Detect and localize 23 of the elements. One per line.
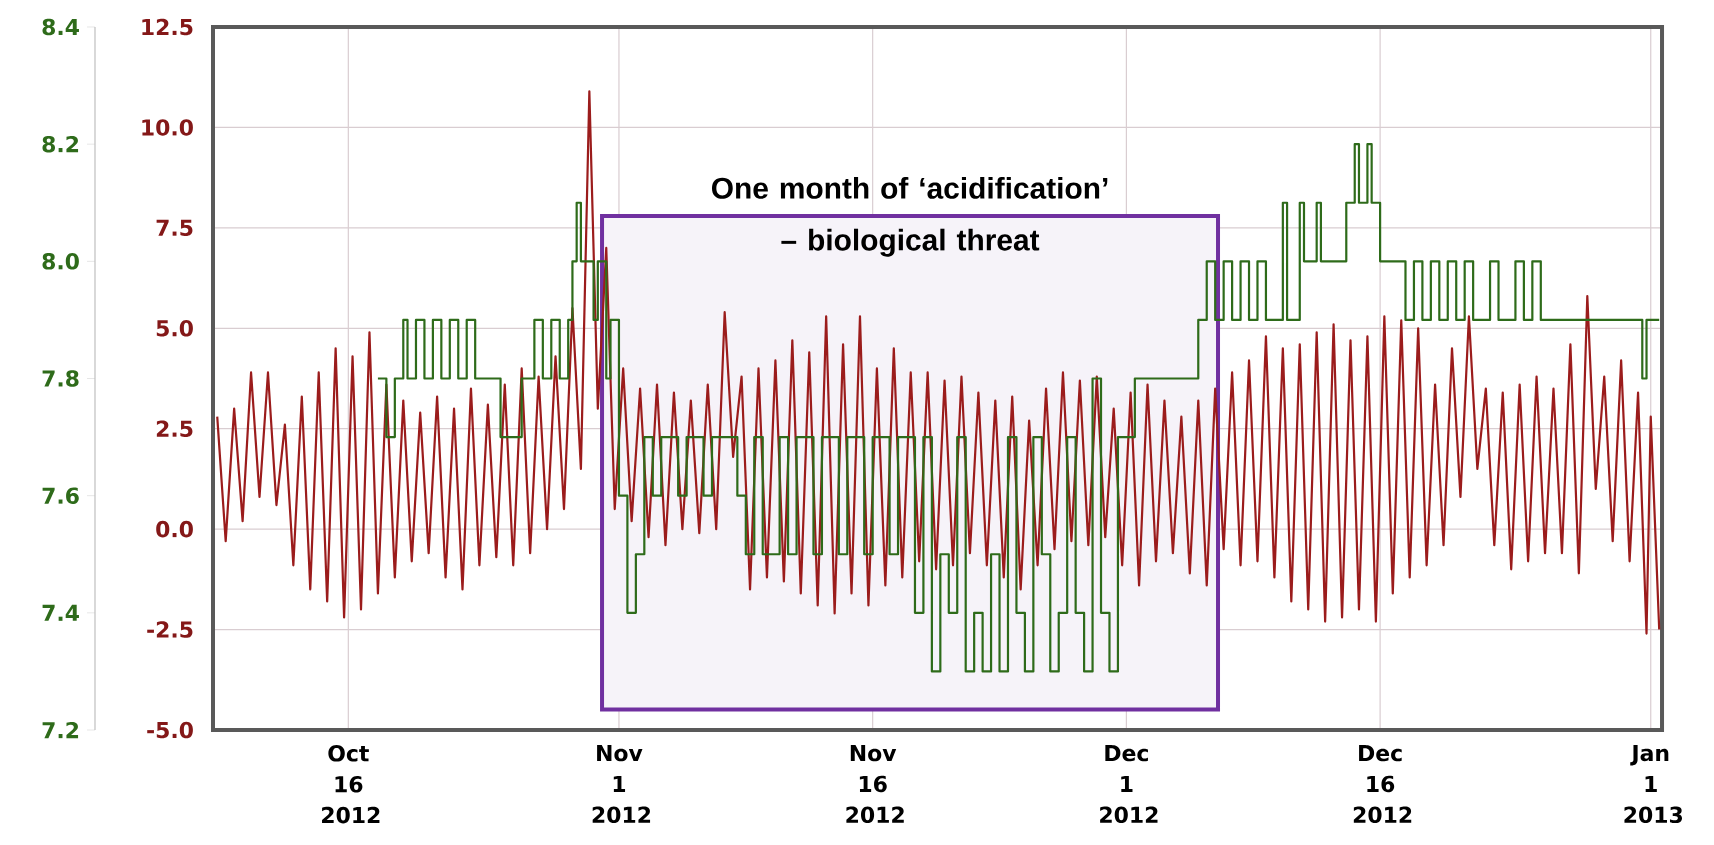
band-label: One month of ‘acidification’ – biological threat xyxy=(711,176,1108,257)
y-tick-label: -2.5 xyxy=(147,621,193,638)
y2-tick-label: 7.8 xyxy=(42,370,79,387)
y2-tick-label: 7.2 xyxy=(42,721,79,739)
y-tick-label: -5.0 xyxy=(147,721,193,739)
line-series xyxy=(216,90,1661,635)
y-tick-label: 2.5 xyxy=(156,420,193,437)
x-tick-label: Oct 16 2012 xyxy=(322,745,380,824)
y2-tick-label: 7.6 xyxy=(42,487,79,504)
x-tick-label: Nov 16 2012 xyxy=(846,745,904,824)
x-tick-label: Jan 1 2013 xyxy=(1624,745,1683,824)
y-tick-label: 5.0 xyxy=(156,320,193,337)
y-tick-label: 0.0 xyxy=(156,520,193,538)
x-tick-label: Nov 1 2012 xyxy=(592,745,651,824)
y2-tick-label: 8.2 xyxy=(42,135,79,153)
y2-tick-label: 7.4 xyxy=(42,604,79,621)
x-tick-label: Dec 16 2012 xyxy=(1353,745,1412,824)
y2-tick-label: 8.0 xyxy=(42,253,79,270)
y2-tick-label: 8.4 xyxy=(42,18,79,36)
y-tick-label: 7.5 xyxy=(156,219,193,236)
x-tick-label: Dec 1 2012 xyxy=(1100,745,1158,824)
y-tick-label: 12.5 xyxy=(142,18,193,36)
y-tick-label: 10.0 xyxy=(142,119,193,136)
